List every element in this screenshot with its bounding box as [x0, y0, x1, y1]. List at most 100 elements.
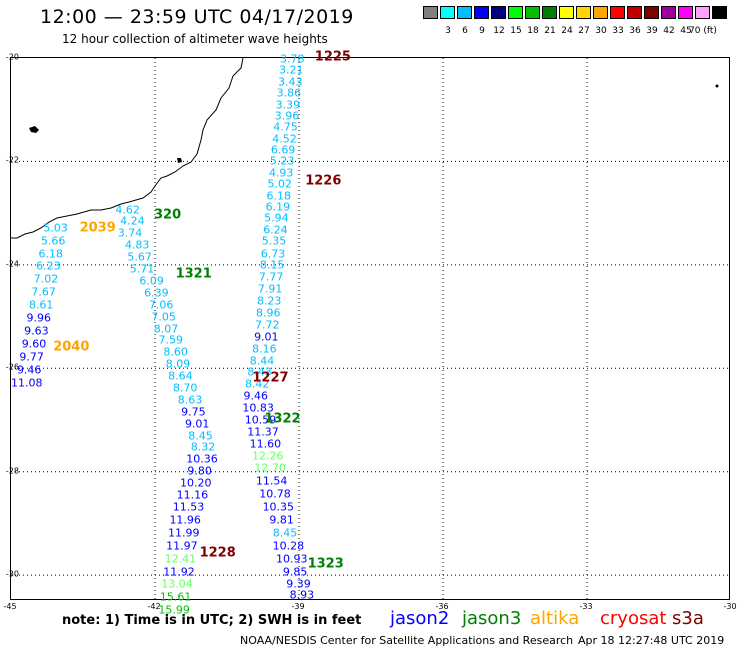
wave-height-value: 9.80 [187, 464, 212, 478]
color-swatch [508, 6, 523, 19]
color-scale-label: 42 [663, 26, 675, 36]
color-swatch [423, 6, 438, 19]
wave-height-value: 3.96 [274, 109, 300, 123]
color-scale-label: 21 [544, 26, 556, 36]
color-swatch [695, 6, 710, 19]
wave-height-value: 11.16 [176, 488, 209, 502]
wave-height-value: 6.24 [263, 223, 288, 237]
color-scale-label: 3 [445, 26, 451, 36]
wave-height-value: 6.73 [260, 247, 286, 260]
wave-height-value: 6.69 [270, 143, 296, 157]
wave-height-value: 4.24 [120, 214, 145, 228]
wave-height-value: 8.45 [188, 429, 213, 443]
wave-height-value: 9.81 [269, 513, 294, 527]
wave-height-value: 12.70 [254, 461, 286, 475]
color-swatch [627, 6, 642, 19]
wave-height-value: 7.77 [258, 270, 284, 284]
wave-height-value: 9.01 [254, 330, 279, 344]
color-scale-label: 30 [595, 26, 607, 36]
color-scale-label: 33 [612, 26, 624, 36]
pass-time-label: 1228 [199, 545, 236, 561]
wave-height-value: 4.83 [124, 238, 150, 252]
wave-height-value: 9.75 [181, 405, 206, 419]
wave-height-value: 8.15 [259, 258, 285, 272]
wave-height-value: 6.39 [144, 286, 169, 300]
color-swatch [457, 6, 472, 19]
wave-height-value: 7.02 [33, 272, 59, 286]
pass-time-label: 1227 [252, 370, 289, 386]
wave-height-value: 11.53 [172, 500, 205, 514]
color-swatch [542, 6, 557, 19]
color-scale-label: 27 [578, 26, 590, 36]
generated-timestamp: Apr 18 12:27:48 UTC 2019 [578, 634, 725, 647]
wave-height-value: 12.41 [164, 552, 197, 566]
color-swatch [712, 6, 727, 19]
map-canvas [11, 58, 729, 599]
color-scale-label: 12 [493, 26, 505, 36]
wave-height-value: 8.23 [256, 294, 282, 308]
wave-height-value: 8.60 [163, 345, 188, 359]
wave-height-value: 10.20 [180, 476, 212, 490]
longitude-label: -45 [3, 602, 17, 611]
wave-height-value: 8.70 [172, 381, 198, 395]
wave-height-value: 10.78 [259, 487, 291, 501]
wave-height-value: 11.60 [249, 437, 282, 451]
color-swatch [491, 6, 506, 19]
wave-height-value: 11.37 [247, 425, 279, 439]
pass-time-label: 1321 [175, 266, 212, 282]
color-scale-label: 9 [479, 26, 485, 36]
pass-time-label: 1322 [264, 411, 301, 427]
wave-height-value: 8.32 [190, 440, 216, 454]
color-scale-label: 36 [629, 26, 641, 36]
map-subtitle: 12 hour collection of altimeter wave hei… [62, 32, 328, 46]
color-swatch [525, 6, 540, 19]
wave-height-value: 5.02 [267, 177, 293, 191]
color-swatch [559, 6, 574, 19]
color-scale-label: 70 (ft) [689, 26, 717, 36]
wave-height-value: 6.18 [38, 247, 64, 260]
pass-time-label: 2040 [53, 339, 90, 355]
island [715, 84, 719, 88]
longitude-label: -42 [147, 602, 161, 611]
wave-height-value: 5.03 [43, 221, 68, 235]
color-swatch [576, 6, 591, 19]
map-title: 12:00 — 23:59 UTC 04/17/2019 [40, 6, 354, 28]
wave-height-value: 8.61 [28, 298, 54, 312]
color-swatch [678, 6, 693, 19]
wave-height-value: 5.66 [40, 234, 66, 248]
color-scale-label: 6 [462, 26, 468, 36]
latitude-label: -24 [5, 259, 19, 269]
longitude-label: -30 [723, 602, 737, 611]
longitude-label: -39 [291, 602, 305, 611]
wave-height-value: 10.35 [262, 500, 295, 514]
wave-height-value: 6.18 [266, 189, 292, 203]
wave-height-value: 6.23 [36, 259, 61, 273]
wave-height-value: 4.93 [268, 166, 294, 180]
map-frame [10, 57, 730, 600]
wave-height-value: 9.01 [184, 417, 210, 431]
wave-height-value: 8.42 [244, 377, 270, 391]
wave-height-value: 9.85 [282, 565, 308, 579]
wave-height-value: 11.99 [168, 526, 200, 540]
latitude-label: -28 [5, 466, 19, 476]
latitude-label: -20 [5, 52, 19, 62]
wave-height-value: 8.45 [272, 526, 298, 540]
wave-height-value: 4.75 [273, 120, 298, 134]
latitude-label: -30 [5, 569, 19, 579]
color-swatch [474, 6, 489, 19]
wave-height-value: 5.35 [261, 234, 287, 248]
wave-height-value: 7.06 [148, 298, 174, 312]
color-scale-label: 15 [510, 26, 522, 36]
wave-height-value: 8.64 [168, 369, 193, 383]
color-swatch [661, 6, 676, 19]
latitude-label: -22 [5, 155, 19, 165]
wave-height-value: 8.93 [289, 588, 315, 602]
color-swatch [644, 6, 659, 19]
wave-height-value: 5.67 [127, 250, 152, 264]
wave-height-value: 15.99 [158, 603, 190, 617]
wave-height-value: 10.93 [276, 552, 308, 566]
wave-height-value: 15.61 [159, 590, 192, 604]
legend-s3a: s3a [672, 608, 704, 629]
wave-height-value: 6.19 [265, 200, 291, 214]
wave-height-value: 11.96 [169, 513, 201, 527]
